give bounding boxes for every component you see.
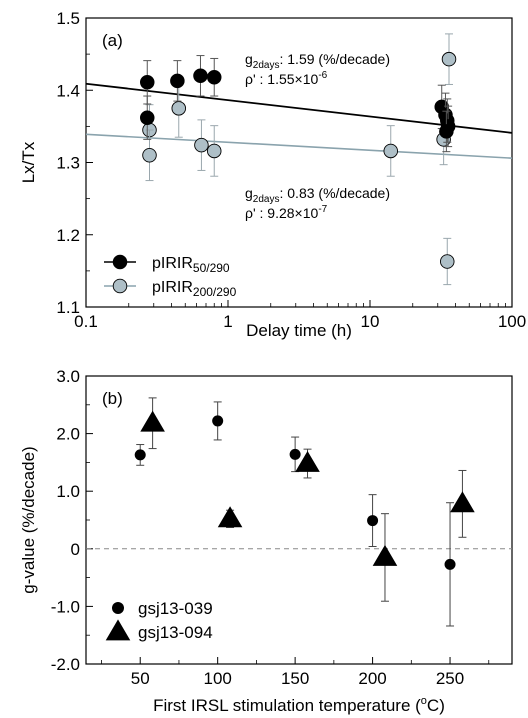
data-point: [194, 137, 209, 153]
y-axis-label: Lx/Tx: [19, 141, 38, 183]
trend-line: [85, 82, 513, 134]
legend-entry: gsj13-039: [138, 599, 213, 618]
y-tick-label: 1.5: [56, 9, 80, 28]
legend-entry: pIRIR200/290: [152, 279, 237, 299]
series2-g-annotation: g2days: 0.83 (%/decade): [245, 185, 390, 205]
y-tick-label: -1.0: [51, 597, 80, 616]
panel-b: 50 100 150 200 250 -2.0 -1.0 0 1.0 2.0 3.0 First IR…: [19, 367, 513, 715]
x-axis-label: First IRSL stimulation temperature (oC): [153, 695, 445, 715]
legend-marker: [112, 254, 128, 270]
y-tick-label: 1.3: [56, 154, 80, 173]
panel-label: (a): [102, 31, 123, 50]
y-tick-label: 1.4: [56, 81, 80, 100]
data-point: [105, 619, 131, 641]
data-point: [217, 506, 243, 528]
y-tick-label: 1.2: [56, 226, 80, 245]
data-point: [212, 415, 224, 427]
data-point: [206, 69, 222, 85]
legend-marker: [112, 602, 124, 614]
x-tick-label: 50: [131, 669, 150, 688]
data-point: [206, 143, 222, 159]
y-tick-label: 3.0: [56, 367, 80, 386]
legend-entry: pIRIR50/290: [152, 255, 230, 275]
data-point: [171, 101, 187, 116]
data-point: [170, 73, 185, 89]
data-point: [372, 544, 398, 566]
data-point: [441, 51, 457, 67]
x-tick-label: 10: [361, 312, 380, 331]
series2-rho-annotation: ρ' : 9.28×10-7: [245, 204, 328, 221]
x-tick-label: 250: [436, 669, 464, 688]
data-point: [295, 450, 320, 472]
data-point: [383, 143, 399, 159]
data-point: [440, 254, 455, 269]
y-tick-label: -2.0: [51, 655, 80, 674]
x-axis-label: Delay time (h): [246, 321, 352, 340]
series1-rho-annotation: ρ' : 1.55×10-6: [245, 70, 328, 87]
panel-a: 0.1 1 10 100 1.1 1.2 1.3 1.4 1.5 Delay time (h) Lx…: [19, 9, 526, 340]
y-tick-label: 0: [71, 540, 80, 559]
data-point: [289, 448, 301, 460]
legend-entry: gsj13-094: [138, 623, 213, 642]
series1-g-annotation: g2days: 1.59 (%/decade): [245, 51, 390, 71]
data-point: [439, 124, 454, 139]
panel-label: (b): [102, 389, 123, 408]
data-point: [140, 410, 165, 432]
x-tick-label: 200: [358, 669, 386, 688]
y-tick-label: 1.0: [56, 482, 80, 501]
y-axis-label: g-value (%/decade): [19, 446, 38, 593]
data-point: [142, 148, 157, 163]
data-point: [367, 515, 379, 527]
data-point: [444, 558, 456, 570]
y-tick-label: 2.0: [56, 425, 80, 444]
y-tick-label: 1.1: [56, 298, 80, 317]
x-tick-label: 100: [203, 669, 231, 688]
x-tick-label: 0.1: [74, 312, 98, 331]
x-tick-label: 100: [498, 312, 526, 331]
x-tick-label: 150: [281, 669, 309, 688]
data-point: [134, 449, 146, 461]
data-point: [140, 75, 155, 90]
data-point: [450, 491, 475, 513]
x-tick-label: 1: [223, 312, 232, 331]
data-point: [140, 110, 155, 125]
trend-line: [85, 133, 513, 159]
data-point: [193, 68, 208, 84]
legend-marker: [112, 278, 128, 294]
